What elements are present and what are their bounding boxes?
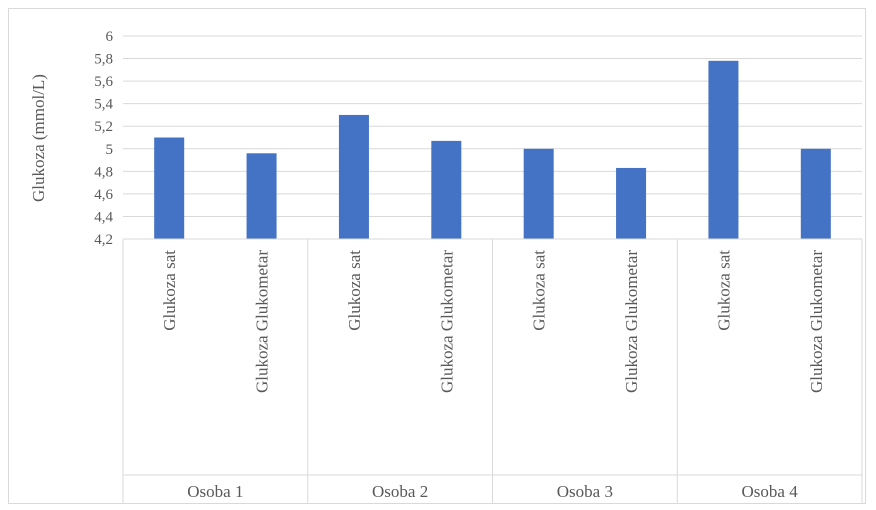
y-tick-label: 4,4 bbox=[94, 209, 113, 225]
y-tick-label: 5,8 bbox=[94, 52, 113, 68]
y-tick-label: 4,6 bbox=[94, 187, 113, 203]
x-category-label: Glukoza Glukometar bbox=[807, 250, 826, 393]
bar bbox=[338, 114, 369, 239]
y-tick-label: 5,2 bbox=[94, 119, 113, 135]
bar bbox=[431, 140, 462, 239]
x-group-label: Osoba 1 bbox=[187, 482, 243, 501]
y-tick-label: 5 bbox=[106, 142, 114, 158]
x-group-label: Osoba 4 bbox=[742, 482, 799, 501]
y-tick-label: 4,2 bbox=[94, 232, 113, 248]
bar bbox=[154, 137, 185, 239]
category-labels: Glukoza sat Glukoza Glukometar Glukoza sat… bbox=[160, 250, 826, 393]
axes bbox=[122, 238, 863, 504]
y-tick-label: 5,6 bbox=[94, 74, 113, 90]
y-tick-labels: 4,2 4,4 4,6 4,8 5 5,2 5,4 5,6 5,8 6 bbox=[94, 29, 113, 248]
bar bbox=[800, 148, 831, 239]
x-group-label: Osoba 3 bbox=[557, 482, 613, 501]
y-tick-label: 6 bbox=[106, 29, 114, 45]
group-labels: Osoba 1 Osoba 2 Osoba 3 Osoba 4 bbox=[187, 482, 798, 501]
x-category-label: Glukoza Glukometar bbox=[437, 250, 456, 393]
gridlines bbox=[123, 35, 862, 240]
bar bbox=[246, 153, 277, 239]
bar bbox=[523, 148, 554, 239]
y-tick-label: 4,8 bbox=[94, 164, 113, 180]
bars bbox=[154, 60, 831, 239]
x-category-label: Glukoza sat bbox=[530, 250, 549, 331]
bar bbox=[708, 60, 739, 239]
bar bbox=[616, 167, 647, 239]
x-category-label: Glukoza sat bbox=[345, 250, 364, 331]
x-category-label: Glukoza Glukometar bbox=[622, 250, 641, 393]
y-axis-title: Glukoza (mmol/L) bbox=[29, 74, 48, 202]
x-category-label: Glukoza Glukometar bbox=[253, 250, 272, 393]
x-category-label: Glukoza sat bbox=[714, 250, 733, 331]
x-group-label: Osoba 2 bbox=[372, 482, 428, 501]
y-tick-label: 5,4 bbox=[94, 97, 113, 113]
x-category-label: Glukoza sat bbox=[160, 250, 179, 331]
